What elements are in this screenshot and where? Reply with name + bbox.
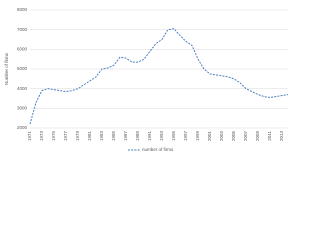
x-tick-label: 1985	[111, 131, 116, 142]
y-tick-label: 2000	[17, 125, 28, 130]
x-tick-label: 2005	[231, 131, 236, 142]
y-tick-label: 8000	[17, 7, 28, 12]
y-tick-label: 3000	[17, 106, 28, 111]
y-tick-label: 5000	[17, 66, 28, 71]
x-tick-label: 1993	[159, 131, 164, 142]
x-tick-label: 1987	[123, 131, 128, 142]
data-line	[29, 28, 289, 125]
x-tick-label: 2011	[267, 131, 272, 141]
y-axis-label: Number of firms	[4, 52, 9, 85]
x-tick-label: 1981	[87, 131, 92, 142]
x-tick-label: 1973	[39, 131, 44, 142]
x-tick-label: 1997	[183, 131, 188, 142]
x-tick-label: 2013	[279, 131, 284, 142]
legend-label: number of firms	[142, 147, 174, 152]
x-tick-label: 1979	[75, 131, 80, 142]
x-tick-label: 2003	[219, 131, 224, 142]
x-tick-label: 1989	[135, 131, 140, 142]
x-tick-label: 1977	[63, 131, 68, 142]
x-tick-label: 2007	[243, 131, 248, 142]
y-tick-label: 4000	[17, 86, 28, 91]
x-tick-label: 1991	[147, 131, 152, 142]
x-tick-label: 2001	[207, 131, 212, 142]
x-tick-label: 1999	[195, 131, 200, 142]
x-tick-label: 1971	[27, 131, 32, 142]
y-tick-label: 7000	[17, 27, 28, 32]
x-tick-label: 1995	[171, 131, 176, 142]
x-tick-label: 1983	[99, 131, 104, 142]
chart: Number of firms 2000 3000 4000 5000 6000 7000…	[4, 7, 289, 152]
x-tick-label: 2009	[255, 131, 260, 142]
y-tick-label: 6000	[17, 47, 28, 52]
x-tick-label: 1975	[51, 131, 56, 142]
